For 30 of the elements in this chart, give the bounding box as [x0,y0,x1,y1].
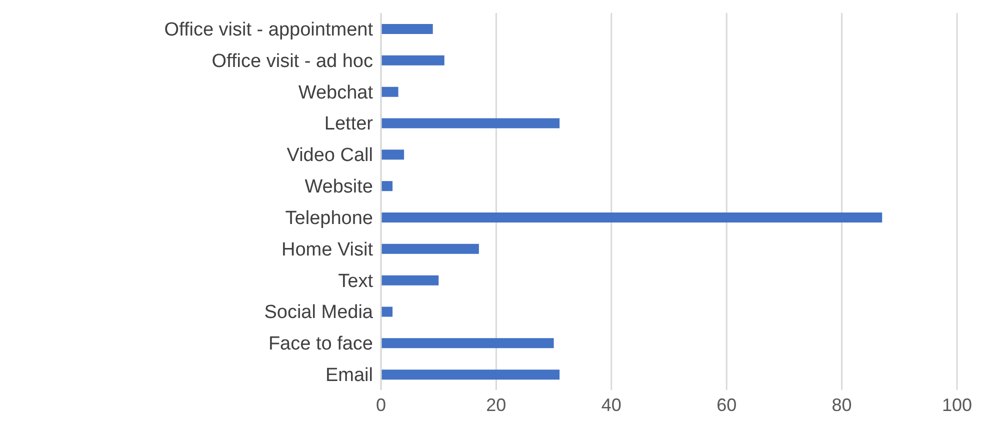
y-tick-label: Video Call [286,145,373,166]
bar [381,338,554,348]
x-tick-label: 80 [832,394,852,415]
bar [381,150,404,160]
y-tick-label: Letter [324,114,374,135]
bar [381,86,398,97]
y-tick-label: Face to face [268,334,373,355]
bar [381,370,560,380]
y-tick-label: Text [338,270,374,292]
bar [381,306,393,317]
bar [381,275,439,286]
bar [381,181,393,192]
x-tick-label: 40 [601,394,622,415]
y-tick-label: Office visit - appointment [164,19,374,40]
x-tick-label: 20 [486,394,506,415]
bar [381,24,433,34]
bar [381,212,882,222]
bar [381,244,479,254]
y-tick-label: Website [304,176,373,198]
y-tick-label: Office visit - ad hoc [212,50,373,72]
y-tick-label: Social Media [264,302,374,324]
x-tick-label: 100 [942,394,972,415]
y-tick-label: Telephone [285,208,373,229]
x-tick-label: 60 [716,394,737,415]
y-tick-label: Webchat [298,82,374,104]
y-tick-label: Email [325,365,373,386]
bar [381,118,560,128]
bar [381,55,444,66]
x-tick-label: 0 [376,394,386,415]
y-tick-label: Home Visit [281,239,374,260]
